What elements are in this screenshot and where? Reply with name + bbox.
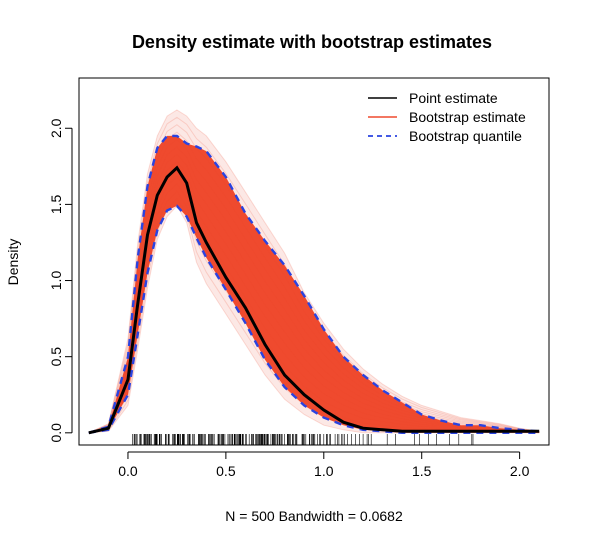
bootstrap-curve	[88, 168, 540, 434]
bootstrap-curve	[88, 131, 540, 434]
y-tick-label: 1.5	[48, 194, 64, 214]
bootstrap-curve	[88, 109, 540, 434]
x-tick-label: 0.0	[118, 463, 138, 479]
bootstrap-curve	[88, 124, 540, 434]
legend: Point estimate Bootstrap estimate Bootst…	[368, 90, 526, 144]
bootstrap-curve	[88, 153, 540, 434]
x-tick-label: 0.5	[216, 463, 236, 479]
x-tick-label: 1.5	[412, 463, 432, 479]
x-axis: 0.0 0.5 1.0 1.5 2.0	[118, 451, 530, 479]
chart-title: Density estimate with bootstrap estimate…	[132, 32, 492, 52]
lines-layer	[88, 134, 540, 435]
bootstrap-curve	[88, 146, 540, 434]
rug-layer	[132, 434, 474, 445]
point-estimate-line	[88, 165, 540, 435]
y-tick-label: 0.0	[48, 423, 64, 443]
x-tick-label: 2.0	[510, 463, 530, 479]
bootstrap-curve	[88, 138, 540, 434]
legend-label-point-estimate: Point estimate	[409, 90, 498, 106]
legend-label-bootstrap-estimate: Bootstrap estimate	[409, 109, 526, 125]
x-axis-title: N = 500 Bandwidth = 0.0682	[225, 508, 403, 524]
bootstrap-curve	[88, 175, 540, 434]
plot-frame	[78, 77, 550, 446]
y-tick-label: 1.0	[48, 271, 64, 291]
bootstrap-band-layer	[88, 109, 540, 434]
y-axis-title: Density	[5, 239, 21, 286]
bootstrap-band-core	[88, 135, 540, 433]
x-tick-label: 1.0	[314, 463, 334, 479]
y-tick-label: 2.0	[48, 118, 64, 138]
y-tick-label: 0.5	[48, 347, 64, 367]
quantile-upper-line	[88, 134, 540, 434]
legend-label-bootstrap-quantile: Bootstrap quantile	[409, 128, 522, 144]
bootstrap-curve	[88, 183, 540, 434]
y-axis: 0.0 0.5 1.0 1.5 2.0	[48, 118, 73, 443]
